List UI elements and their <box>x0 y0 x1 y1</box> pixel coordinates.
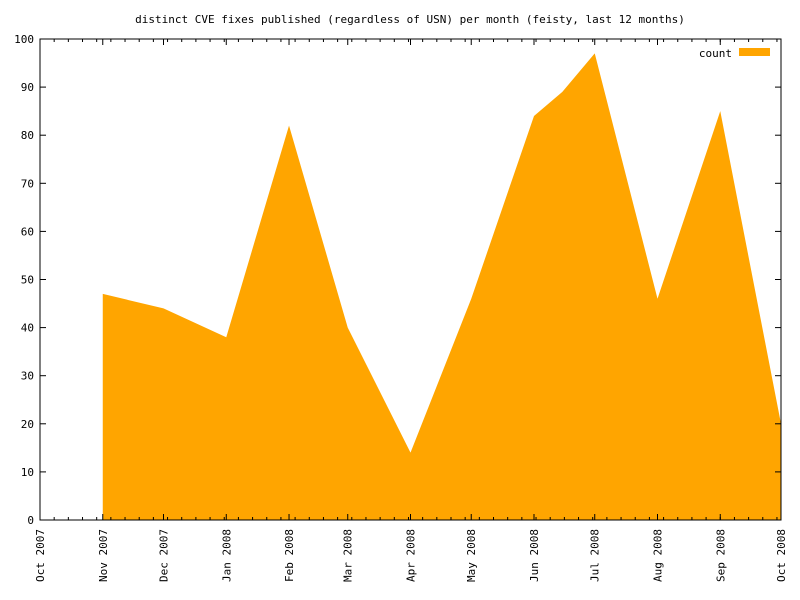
x-tick-label: Aug 2008 <box>652 529 665 582</box>
x-tick-label: Jun 2008 <box>528 529 541 582</box>
legend-swatch <box>739 48 770 56</box>
y-tick-label: 60 <box>21 225 34 238</box>
area-layer <box>102 53 781 521</box>
x-tick-label: Jan 2008 <box>220 529 233 582</box>
legend: count <box>699 47 770 60</box>
x-tick-label: Dec 2007 <box>158 529 171 582</box>
legend-label: count <box>699 47 732 60</box>
x-tick-label: May 2008 <box>465 529 478 582</box>
x-tick-label: Sep 2008 <box>714 529 727 582</box>
y-tick-label: 70 <box>21 177 34 190</box>
y-tick-label: 80 <box>21 129 34 142</box>
x-tick-label: Jul 2008 <box>589 529 602 582</box>
x-tick-label: Mar 2008 <box>342 529 355 582</box>
y-tick-label: 30 <box>21 370 34 383</box>
x-tick-label: Apr 2008 <box>405 529 418 582</box>
x-tick-label: Nov 2007 <box>97 529 110 582</box>
y-tick-label: 100 <box>14 33 34 46</box>
y-tick-label: 20 <box>21 418 34 431</box>
axes-layer: 0 10 20 30 40 50 60 70 80 90 100 Oct 2007 Nov 2007 De… <box>14 33 788 582</box>
x-tick-label: Oct 2008 <box>775 529 788 582</box>
y-tick-label: 90 <box>21 81 34 94</box>
y-tick-label: 10 <box>21 466 34 479</box>
x-tick-label: Oct 2007 <box>34 529 47 582</box>
x-tick-label: Feb 2008 <box>283 529 296 582</box>
y-tick-label: 50 <box>21 274 34 287</box>
area-series-0 <box>102 53 781 521</box>
y-tick-label: 40 <box>21 322 34 335</box>
y-tick-label: 0 <box>27 514 34 527</box>
chart-title: distinct CVE fixes published (regardless… <box>135 13 685 26</box>
